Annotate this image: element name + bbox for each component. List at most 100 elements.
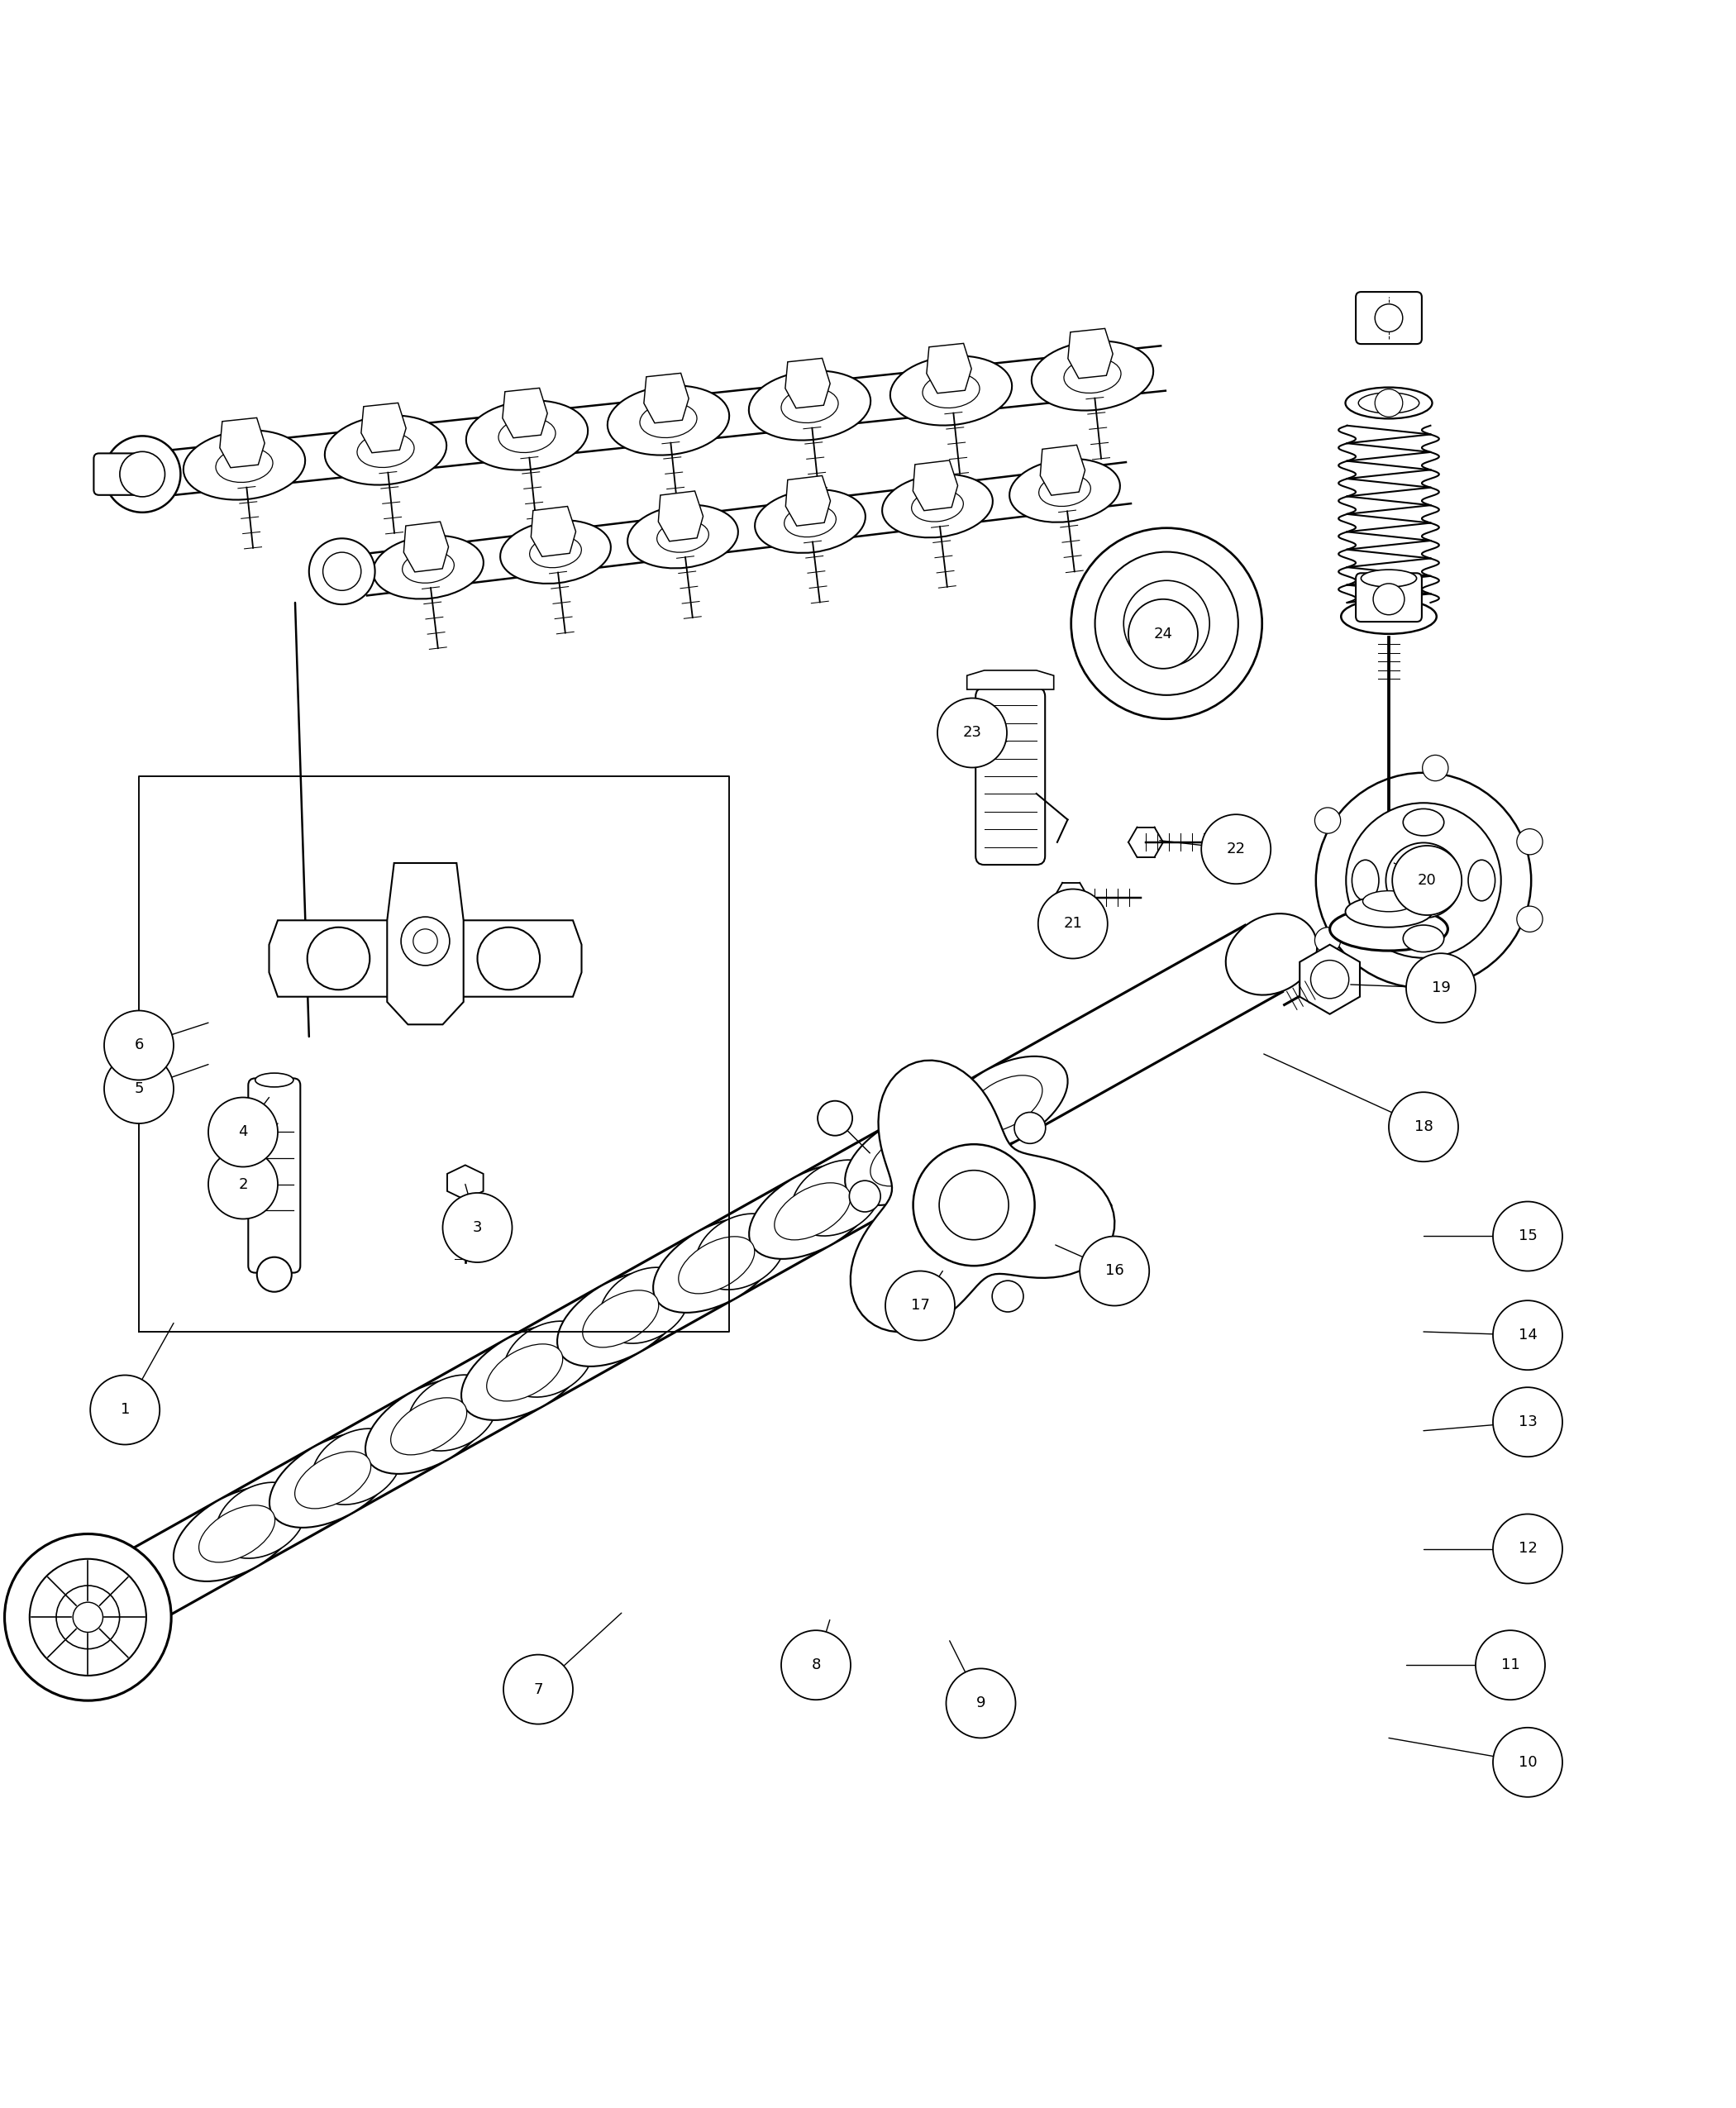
Circle shape — [413, 930, 437, 953]
Text: 10: 10 — [1519, 1754, 1536, 1771]
Circle shape — [849, 1180, 880, 1212]
Ellipse shape — [1363, 892, 1415, 911]
Text: 2: 2 — [238, 1176, 248, 1191]
Ellipse shape — [215, 447, 273, 483]
Circle shape — [1345, 803, 1502, 957]
Circle shape — [104, 1010, 174, 1079]
Ellipse shape — [748, 1164, 877, 1258]
Circle shape — [1422, 755, 1448, 780]
Ellipse shape — [255, 1073, 293, 1088]
Ellipse shape — [911, 489, 963, 521]
Circle shape — [1493, 1729, 1562, 1796]
Circle shape — [1493, 1387, 1562, 1457]
Ellipse shape — [1031, 341, 1153, 411]
Ellipse shape — [887, 1107, 977, 1183]
Circle shape — [73, 1602, 102, 1632]
Text: 3: 3 — [472, 1221, 483, 1235]
Circle shape — [104, 436, 181, 512]
Ellipse shape — [373, 535, 484, 599]
FancyBboxPatch shape — [94, 453, 139, 495]
Circle shape — [1071, 527, 1262, 719]
Polygon shape — [786, 476, 830, 527]
Text: 24: 24 — [1154, 626, 1172, 641]
Circle shape — [1311, 961, 1349, 999]
Text: 13: 13 — [1519, 1414, 1536, 1429]
Circle shape — [993, 1282, 1024, 1311]
Circle shape — [30, 1560, 146, 1676]
Text: 5: 5 — [134, 1081, 144, 1096]
Ellipse shape — [967, 1075, 1042, 1132]
Circle shape — [885, 1271, 955, 1341]
Ellipse shape — [1340, 599, 1437, 635]
Ellipse shape — [653, 1218, 779, 1313]
Ellipse shape — [792, 1159, 882, 1235]
Text: 18: 18 — [1415, 1119, 1432, 1134]
Polygon shape — [361, 403, 406, 453]
Text: 19: 19 — [1432, 980, 1450, 995]
Ellipse shape — [882, 474, 993, 538]
Ellipse shape — [755, 489, 866, 552]
Circle shape — [1128, 599, 1198, 668]
Ellipse shape — [269, 1433, 396, 1528]
Ellipse shape — [358, 432, 415, 468]
Text: 7: 7 — [533, 1682, 543, 1697]
Polygon shape — [220, 417, 264, 468]
Ellipse shape — [1361, 569, 1417, 586]
Polygon shape — [927, 344, 972, 394]
Polygon shape — [269, 921, 582, 997]
Ellipse shape — [583, 1290, 658, 1347]
Ellipse shape — [1352, 860, 1378, 900]
Circle shape — [90, 1374, 160, 1444]
Circle shape — [1123, 580, 1210, 666]
Circle shape — [401, 917, 450, 965]
Polygon shape — [387, 862, 464, 1024]
Ellipse shape — [1038, 474, 1090, 506]
Ellipse shape — [1009, 460, 1120, 523]
Circle shape — [1038, 890, 1108, 959]
Circle shape — [913, 1145, 1035, 1265]
Polygon shape — [404, 521, 448, 571]
Circle shape — [1080, 1235, 1149, 1305]
Ellipse shape — [408, 1374, 498, 1450]
Ellipse shape — [1345, 388, 1432, 419]
Ellipse shape — [557, 1271, 684, 1366]
Polygon shape — [76, 925, 1283, 1646]
Ellipse shape — [696, 1214, 785, 1290]
Circle shape — [1149, 607, 1184, 641]
FancyBboxPatch shape — [1356, 573, 1422, 622]
Circle shape — [323, 552, 361, 590]
Ellipse shape — [1345, 896, 1432, 928]
Ellipse shape — [1330, 906, 1448, 951]
Circle shape — [1316, 774, 1531, 989]
Polygon shape — [502, 388, 547, 438]
Circle shape — [257, 1256, 292, 1292]
Circle shape — [104, 1054, 174, 1124]
Circle shape — [1493, 1202, 1562, 1271]
Ellipse shape — [215, 1482, 306, 1558]
Text: 9: 9 — [976, 1695, 986, 1712]
Text: 22: 22 — [1227, 841, 1245, 856]
Polygon shape — [1300, 944, 1359, 1014]
Polygon shape — [448, 1166, 483, 1199]
Ellipse shape — [1358, 392, 1420, 413]
Ellipse shape — [922, 373, 979, 409]
Circle shape — [309, 538, 375, 605]
Circle shape — [781, 1629, 851, 1699]
Circle shape — [1373, 584, 1404, 616]
Ellipse shape — [785, 506, 837, 538]
Circle shape — [1385, 843, 1462, 919]
Circle shape — [1314, 928, 1340, 953]
Polygon shape — [172, 346, 1165, 495]
Ellipse shape — [774, 1183, 851, 1240]
Ellipse shape — [627, 504, 738, 569]
Circle shape — [939, 1170, 1009, 1240]
Ellipse shape — [1403, 809, 1444, 835]
Ellipse shape — [184, 430, 306, 500]
Text: 17: 17 — [911, 1299, 929, 1313]
Circle shape — [1375, 304, 1403, 331]
Circle shape — [5, 1535, 172, 1701]
Text: 12: 12 — [1519, 1541, 1536, 1556]
Ellipse shape — [462, 1326, 589, 1421]
Circle shape — [818, 1100, 852, 1136]
Ellipse shape — [200, 1505, 274, 1562]
